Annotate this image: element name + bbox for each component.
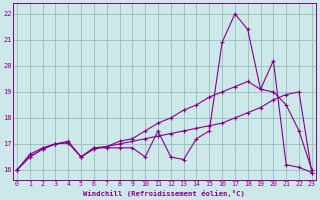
X-axis label: Windchill (Refroidissement éolien,°C): Windchill (Refroidissement éolien,°C) [84, 190, 245, 197]
